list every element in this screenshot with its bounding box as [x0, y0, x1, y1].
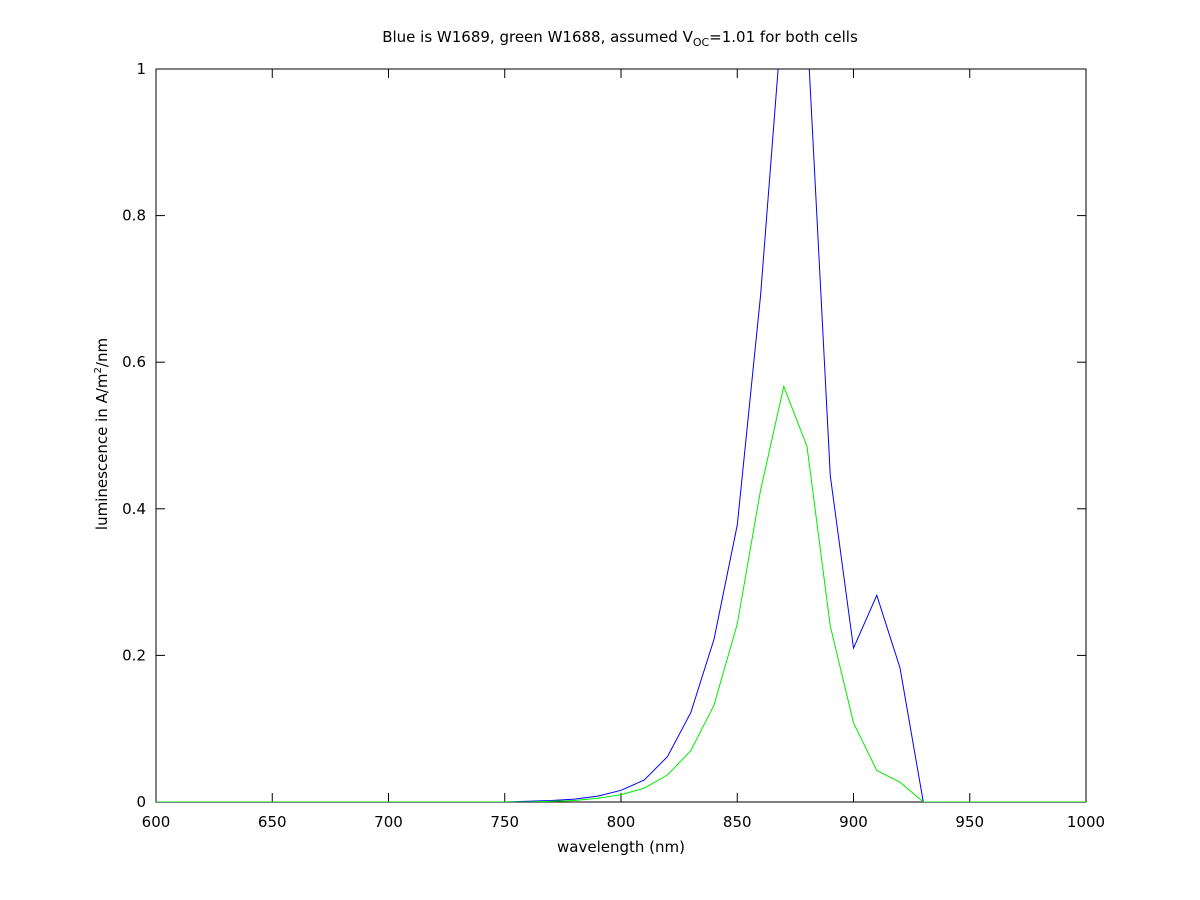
y-tick-label: 0.8 [122, 207, 146, 225]
y-tick-label: 0.2 [122, 646, 146, 664]
x-tick-label: 950 [955, 813, 984, 831]
x-axis-label: wavelength (nm) [557, 838, 685, 856]
y-tick-labels: 0 0.2 0.4 0.6 0.8 1 [122, 60, 146, 811]
x-tick-label: 700 [374, 813, 403, 831]
series-lines [156, 69, 1086, 802]
chart-title: Blue is W1689, green W1688, assumed VOC=… [0, 28, 1200, 49]
chart-title-suffix: =1.01 for both cells [709, 28, 858, 46]
x-tick-label: 650 [258, 813, 287, 831]
x-tick-label: 750 [490, 813, 519, 831]
plot-frame [155, 68, 1087, 803]
y-axis-label: luminescence in A/m2/nm [93, 338, 111, 530]
series-line-blue-w1689 [156, 69, 1086, 802]
y-tick-label: 1 [136, 60, 146, 78]
x-tick-label: 600 [142, 813, 171, 831]
x-tick-label: 900 [839, 813, 868, 831]
x-tick-label: 850 [723, 813, 752, 831]
y-axis-label-superscript: 2 [93, 367, 104, 374]
y-tick-label: 0.4 [122, 500, 146, 518]
y-tick-label: 0.6 [122, 353, 146, 371]
chart-title-subscript: OC [692, 36, 710, 49]
x-tick-labels: 600 650 700 750 800 850 900 950 1000 [142, 813, 1105, 831]
axis-ticks [155, 68, 1087, 803]
chart-title-prefix: Blue is W1689, green W1688, assumed V [382, 28, 693, 46]
series-line-green-w1688 [156, 384, 1086, 802]
y-axis-label-suffix: /nm [93, 337, 111, 368]
x-tick-label: 800 [607, 813, 636, 831]
x-tick-label: 1000 [1067, 813, 1105, 831]
y-axis-label-prefix: luminescence in A/m [93, 373, 111, 531]
y-tick-label: 0 [136, 793, 146, 811]
